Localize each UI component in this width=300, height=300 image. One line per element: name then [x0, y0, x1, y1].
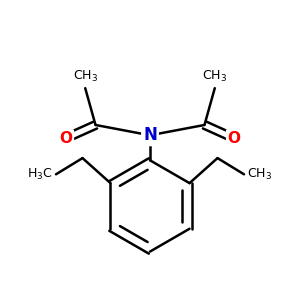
Text: H$_3$C: H$_3$C [28, 167, 53, 182]
Text: CH$_3$: CH$_3$ [202, 69, 227, 84]
Text: N: N [143, 126, 157, 144]
Text: CH$_3$: CH$_3$ [247, 167, 272, 182]
Text: O: O [227, 131, 240, 146]
Text: CH$_3$: CH$_3$ [73, 69, 98, 84]
Text: O: O [60, 131, 73, 146]
